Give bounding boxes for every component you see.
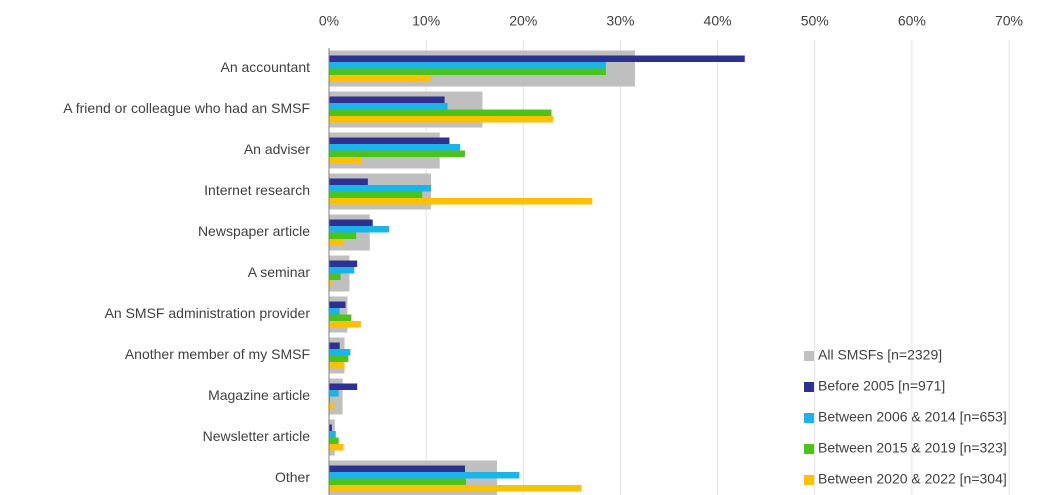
- bar: [329, 362, 345, 369]
- bar: [329, 75, 431, 82]
- x-tick-label: 60%: [898, 13, 926, 29]
- category-label: An accountant: [220, 59, 310, 75]
- bar: [329, 239, 344, 246]
- x-tick-label: 50%: [801, 13, 829, 29]
- bar: [329, 437, 339, 444]
- bar: [329, 137, 450, 144]
- bar: [329, 472, 520, 479]
- legend-label: Between 2015 & 2019 [n=323]: [818, 440, 1007, 456]
- legend-swatch: [804, 413, 814, 423]
- category-label: Newspaper article: [198, 223, 310, 239]
- bar: [329, 103, 448, 110]
- category-label: A friend or colleague who had an SMSF: [63, 100, 310, 116]
- legend-label: Before 2005 [n=971]: [818, 378, 945, 394]
- bar: [329, 144, 461, 151]
- bar: [329, 219, 373, 226]
- bar: [329, 55, 745, 62]
- legend-label: Between 2006 & 2014 [n=653]: [818, 409, 1007, 425]
- bar: [329, 280, 332, 287]
- bar: [329, 431, 336, 438]
- category-label: An adviser: [244, 141, 310, 157]
- bar: [329, 424, 332, 431]
- category-label: Internet research: [204, 182, 310, 198]
- x-tick-label: 0%: [319, 13, 339, 29]
- category-label: Magazine article: [208, 387, 310, 403]
- category-label: Other: [275, 469, 310, 485]
- bar: [329, 308, 340, 315]
- bar: [329, 178, 368, 185]
- bar: [329, 444, 344, 451]
- legend-label: Between 2020 & 2022 [n=304]: [818, 471, 1007, 487]
- bar: [329, 68, 606, 75]
- category-label: A seminar: [248, 264, 311, 280]
- bar: [329, 109, 552, 116]
- bar: [329, 478, 466, 485]
- bar: [329, 232, 357, 239]
- bar: [329, 390, 339, 397]
- bar: [329, 198, 593, 205]
- x-tick-label: 20%: [509, 13, 537, 29]
- bar: [329, 273, 341, 280]
- bar: [329, 150, 465, 157]
- category-label: An SMSF administration provider: [105, 305, 311, 321]
- category-label: Another member of my SMSF: [125, 346, 310, 362]
- legend-swatch: [804, 351, 814, 361]
- bar: [329, 485, 582, 492]
- x-tick-label: 70%: [995, 13, 1023, 29]
- bar: [329, 116, 554, 123]
- bar: [329, 267, 355, 274]
- legend-swatch: [804, 444, 814, 454]
- bar: [329, 465, 465, 472]
- bar: [329, 349, 351, 356]
- bar: [329, 260, 358, 267]
- bar: [329, 301, 346, 308]
- bar: [329, 355, 349, 362]
- legend-label: All SMSFs [n=2329]: [818, 347, 942, 363]
- bar: [329, 191, 423, 198]
- bar: [329, 383, 358, 390]
- bar: [329, 96, 445, 103]
- bar: [329, 62, 606, 69]
- bar: [329, 321, 362, 328]
- legend-swatch: [804, 382, 814, 392]
- bar: [329, 185, 431, 192]
- bar: [329, 342, 340, 349]
- legend-swatch: [804, 475, 814, 485]
- bar: [329, 157, 363, 164]
- x-tick-label: 30%: [606, 13, 634, 29]
- bar: [329, 403, 334, 410]
- bar: [329, 314, 352, 321]
- category-label: Newsletter article: [203, 428, 311, 444]
- x-tick-label: 10%: [412, 13, 440, 29]
- x-tick-label: 40%: [704, 13, 732, 29]
- bar: [329, 226, 390, 233]
